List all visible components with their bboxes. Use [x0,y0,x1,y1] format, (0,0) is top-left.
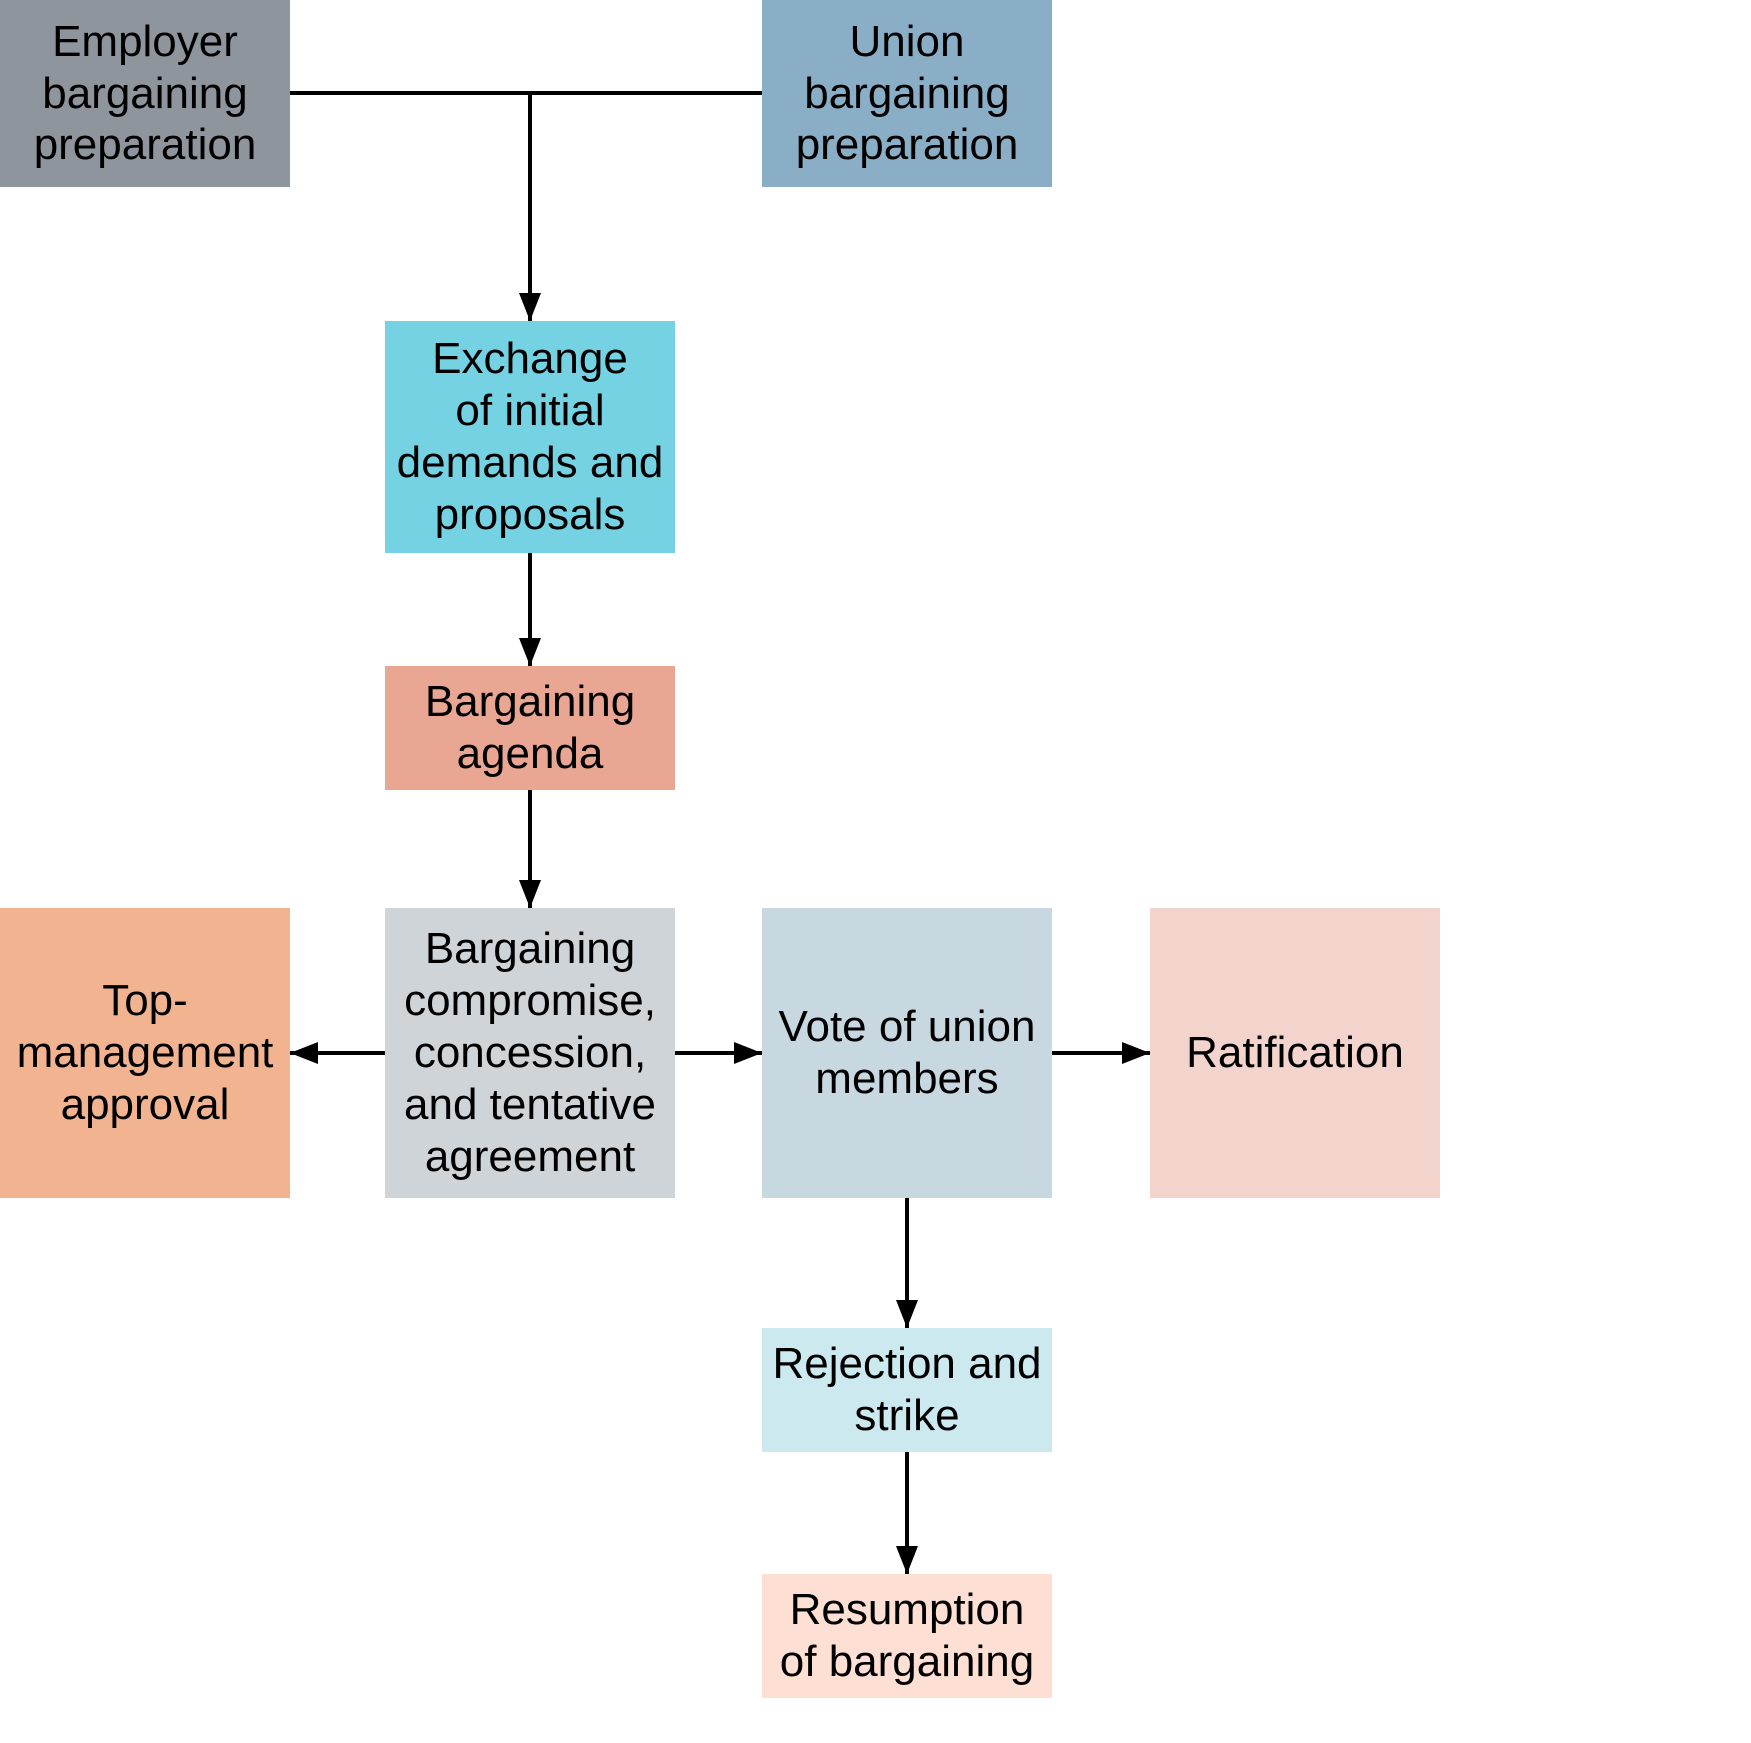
node-agenda: Bargaining agenda [385,666,675,790]
flowchart-canvas: Employer bargaining preparation Union bar… [0,0,1751,1743]
node-rejection: Rejection and strike [762,1328,1052,1452]
node-label-union_prep: Union bargaining preparation [796,16,1019,172]
node-union_prep: Union bargaining preparation [762,0,1052,187]
node-label-ratification: Ratification [1186,1027,1404,1079]
flowchart-edges [0,0,1751,1743]
node-label-resumption: Resumption of bargaining [780,1584,1034,1688]
node-resumption: Resumption of bargaining [762,1574,1052,1698]
node-label-agenda: Bargaining agenda [425,676,635,780]
node-label-exchange: Exchange of initial demands and proposal… [397,333,664,541]
node-label-compromise: Bargaining compromise, concession, and t… [404,923,656,1183]
node-vote: Vote of union members [762,908,1052,1198]
node-label-top_mgmt: Top- management approval [17,975,274,1131]
node-label-rejection: Rejection and strike [772,1338,1041,1442]
node-exchange: Exchange of initial demands and proposal… [385,321,675,553]
node-top_mgmt: Top- management approval [0,908,290,1198]
node-compromise: Bargaining compromise, concession, and t… [385,908,675,1198]
node-employer_prep: Employer bargaining preparation [0,0,290,187]
node-label-employer_prep: Employer bargaining preparation [34,16,257,172]
node-label-vote: Vote of union members [779,1001,1036,1105]
node-ratification: Ratification [1150,908,1440,1198]
